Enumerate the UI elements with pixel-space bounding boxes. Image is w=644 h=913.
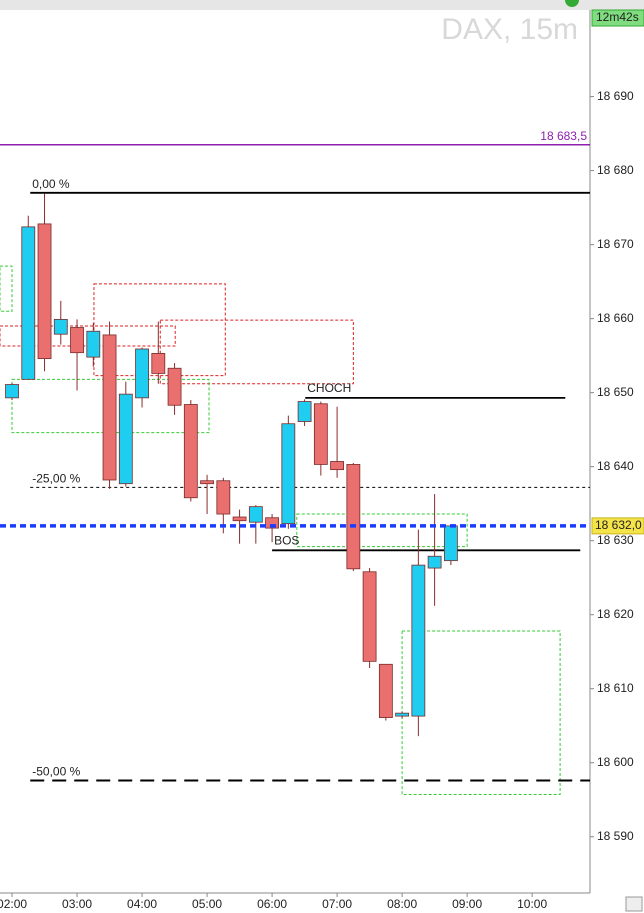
candle-body: [330, 461, 344, 471]
y-tick-label: 18 670: [597, 237, 634, 251]
structure-label: CHOCH: [307, 381, 351, 395]
x-tick-label: 08:00: [387, 897, 417, 911]
structure-label: BOS: [274, 533, 299, 547]
zone: [0, 265, 13, 312]
candle-body: [5, 384, 19, 399]
candle-body: [21, 226, 36, 380]
y-tick-label: 18 620: [597, 607, 634, 621]
candle-body: [313, 403, 328, 465]
candle-body: [265, 517, 279, 529]
status-icon: [565, 0, 579, 7]
y-tick-label: 18 640: [597, 459, 634, 473]
candle-body: [167, 367, 182, 406]
countdown-label: 12m42s: [596, 10, 639, 24]
candle-body: [70, 327, 84, 354]
candle-body: [232, 516, 247, 522]
candle-body: [216, 480, 231, 515]
y-tick-label: 18 630: [597, 533, 634, 547]
candle-body: [37, 223, 52, 360]
zone: [159, 319, 354, 385]
candle-body: [362, 571, 377, 662]
candle-body: [248, 506, 263, 523]
y-tick-label: 18 610: [597, 681, 634, 695]
zone: [401, 630, 561, 796]
candle-body: [102, 334, 117, 481]
candle-body: [151, 353, 166, 374]
countdown-badge: [591, 9, 644, 27]
candle-body: [135, 348, 149, 399]
candle-body: [53, 318, 68, 335]
candle-body: [411, 564, 426, 717]
candle-body: [200, 480, 214, 485]
x-tick-label: 02:00: [0, 897, 27, 911]
scroll-button[interactable]: [625, 896, 643, 912]
x-tick-label: 05:00: [192, 897, 222, 911]
x-tick-label: 10:00: [517, 897, 547, 911]
candle-body: [346, 464, 361, 570]
last-price-badge: [591, 517, 644, 535]
zone: [296, 513, 468, 548]
fib-label: 0,00 %: [32, 177, 70, 191]
price-level-label: 18 683,5: [540, 129, 587, 143]
candle-body: [378, 663, 393, 718]
x-tick-label: 04:00: [127, 897, 157, 911]
zone: [93, 283, 226, 377]
top-strip: [0, 0, 644, 10]
candle-body: [427, 555, 442, 569]
chart-title: DAX, 15m: [441, 13, 578, 46]
candle-body: [86, 330, 101, 358]
candle-body: [118, 393, 133, 485]
last-price-label: 18 632,0: [595, 518, 642, 532]
y-tick-label: 18 680: [597, 163, 634, 177]
y-tick-label: 18 600: [597, 755, 634, 769]
candle-body: [395, 712, 410, 717]
y-tick-label: 18 660: [597, 311, 634, 325]
y-tick-label: 18 650: [597, 385, 634, 399]
candle-body: [183, 404, 198, 499]
x-tick-label: 06:00: [257, 897, 287, 911]
x-tick-label: 03:00: [62, 897, 92, 911]
y-tick-label: 18 690: [597, 89, 634, 103]
x-tick-label: 09:00: [452, 897, 482, 911]
candle-body: [443, 525, 458, 562]
y-tick-label: 18 590: [597, 829, 634, 843]
fib-label: -50,00 %: [32, 765, 80, 779]
fib-label: -25,00 %: [32, 472, 80, 486]
x-tick-label: 07:00: [322, 897, 352, 911]
candle-body: [297, 401, 312, 422]
candle-body: [281, 423, 296, 525]
plot-area: [0, 143, 590, 796]
